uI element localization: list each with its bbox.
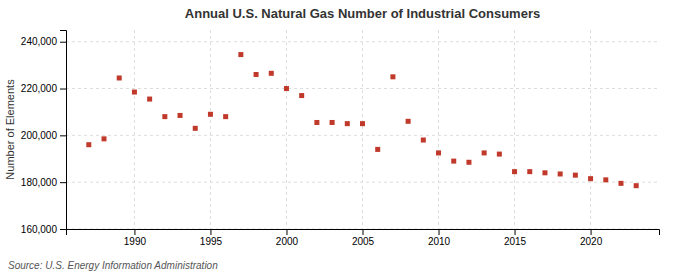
- point: [497, 152, 502, 157]
- point: [208, 112, 213, 117]
- x-grid-line: [590, 30, 591, 229]
- x-tick: 2020: [580, 229, 603, 247]
- x-tick: 2000: [276, 229, 299, 247]
- point: [284, 86, 289, 91]
- point: [375, 147, 380, 152]
- chart-svg: 1990 1995 2000 2005 2010 2015 2020 160,000 180,0…: [0, 0, 675, 275]
- x-grid-line: [438, 30, 439, 229]
- y-grid-line: [66, 135, 659, 136]
- x-grid-line: [362, 30, 363, 229]
- x-tick: 2010: [428, 229, 451, 247]
- x-tick-label: 2005: [352, 236, 375, 247]
- x-tick: 1990: [124, 229, 147, 247]
- y-tick: 240,000: [21, 36, 66, 47]
- point: [482, 150, 487, 155]
- y-tick-label: 200,000: [21, 130, 58, 141]
- point: [132, 90, 137, 95]
- point: [527, 169, 532, 174]
- x-tick-mark: [286, 229, 287, 235]
- point: [466, 160, 471, 165]
- point: [390, 74, 395, 79]
- point: [512, 169, 517, 174]
- point: [193, 126, 198, 131]
- grid: [66, 30, 659, 229]
- y-tick: 160,000: [21, 224, 66, 235]
- x-grid-line: [286, 30, 287, 229]
- point: [178, 113, 183, 118]
- x-tick-mark: [210, 229, 211, 235]
- x-tick: 1995: [200, 229, 223, 247]
- x-tick-mark: [591, 229, 592, 235]
- y-tick: 220,000: [21, 83, 66, 94]
- x-tick-mark: [134, 229, 135, 235]
- point: [542, 170, 547, 175]
- y-tick: 180,000: [21, 177, 66, 188]
- x-tick-mark: [363, 229, 364, 235]
- point: [238, 52, 243, 57]
- y-tick-mark: [60, 182, 66, 183]
- y-tick-label: 160,000: [21, 224, 58, 235]
- x-grid-line: [134, 30, 135, 229]
- x-tick-label: 2010: [428, 236, 451, 247]
- x-tick-label: 2020: [580, 236, 603, 247]
- y-tick-mark: [60, 135, 66, 136]
- point: [634, 183, 639, 188]
- y-axis-title: Number of Elements: [4, 79, 16, 180]
- point: [588, 176, 593, 181]
- points: [86, 52, 638, 188]
- y-tick-mark: [60, 89, 66, 90]
- point: [406, 119, 411, 124]
- x-tick: 2005: [352, 229, 375, 247]
- x-tick-label: 2015: [504, 236, 527, 247]
- x-tick-label: 1990: [124, 236, 147, 247]
- y-tick: 200,000: [21, 130, 66, 141]
- point: [436, 150, 441, 155]
- title: Annual U.S. Natural Gas Number of Indust…: [185, 6, 540, 21]
- point: [603, 177, 608, 182]
- x-tick-mark: [515, 229, 516, 235]
- point: [223, 114, 228, 119]
- y-axis: 160,000 180,000 200,000 220,000 240,000: [21, 31, 67, 235]
- x-tick: 2015: [504, 229, 527, 247]
- point: [360, 121, 365, 126]
- y-tick-label: 180,000: [21, 177, 58, 188]
- point: [147, 97, 152, 102]
- x-tick-label: 1995: [200, 236, 223, 247]
- y-grid-line: [66, 88, 659, 89]
- x-axis: 1990 1995 2000 2005 2010 2015 2020: [67, 229, 660, 247]
- source: Source: U.S. Energy Information Administ…: [8, 260, 218, 271]
- x-grid-line: [210, 30, 211, 229]
- point: [117, 75, 122, 80]
- point: [86, 142, 91, 147]
- point: [330, 120, 335, 125]
- y-tick-mark: [60, 42, 66, 43]
- point: [162, 114, 167, 119]
- point: [102, 136, 107, 141]
- point: [314, 120, 319, 125]
- point: [299, 93, 304, 98]
- point: [254, 72, 259, 77]
- point: [421, 138, 426, 143]
- point: [345, 121, 350, 126]
- point: [269, 71, 274, 76]
- y-grid-line: [66, 41, 659, 42]
- y-tick-label: 240,000: [21, 36, 58, 47]
- y-grid-line: [66, 182, 659, 183]
- x-axis-line: [67, 230, 660, 236]
- point: [618, 181, 623, 186]
- x-tick-mark: [439, 229, 440, 235]
- chart-container: 1990 1995 2000 2005 2010 2015 2020 160,000 180,0…: [0, 0, 675, 275]
- point: [558, 171, 563, 176]
- point: [451, 159, 456, 164]
- x-grid-line: [514, 30, 515, 229]
- x-tick-label: 2000: [276, 236, 299, 247]
- y-axis-line: [60, 31, 67, 230]
- y-tick-label: 220,000: [21, 83, 58, 94]
- y-tick-mark: [60, 229, 66, 230]
- point: [573, 173, 578, 178]
